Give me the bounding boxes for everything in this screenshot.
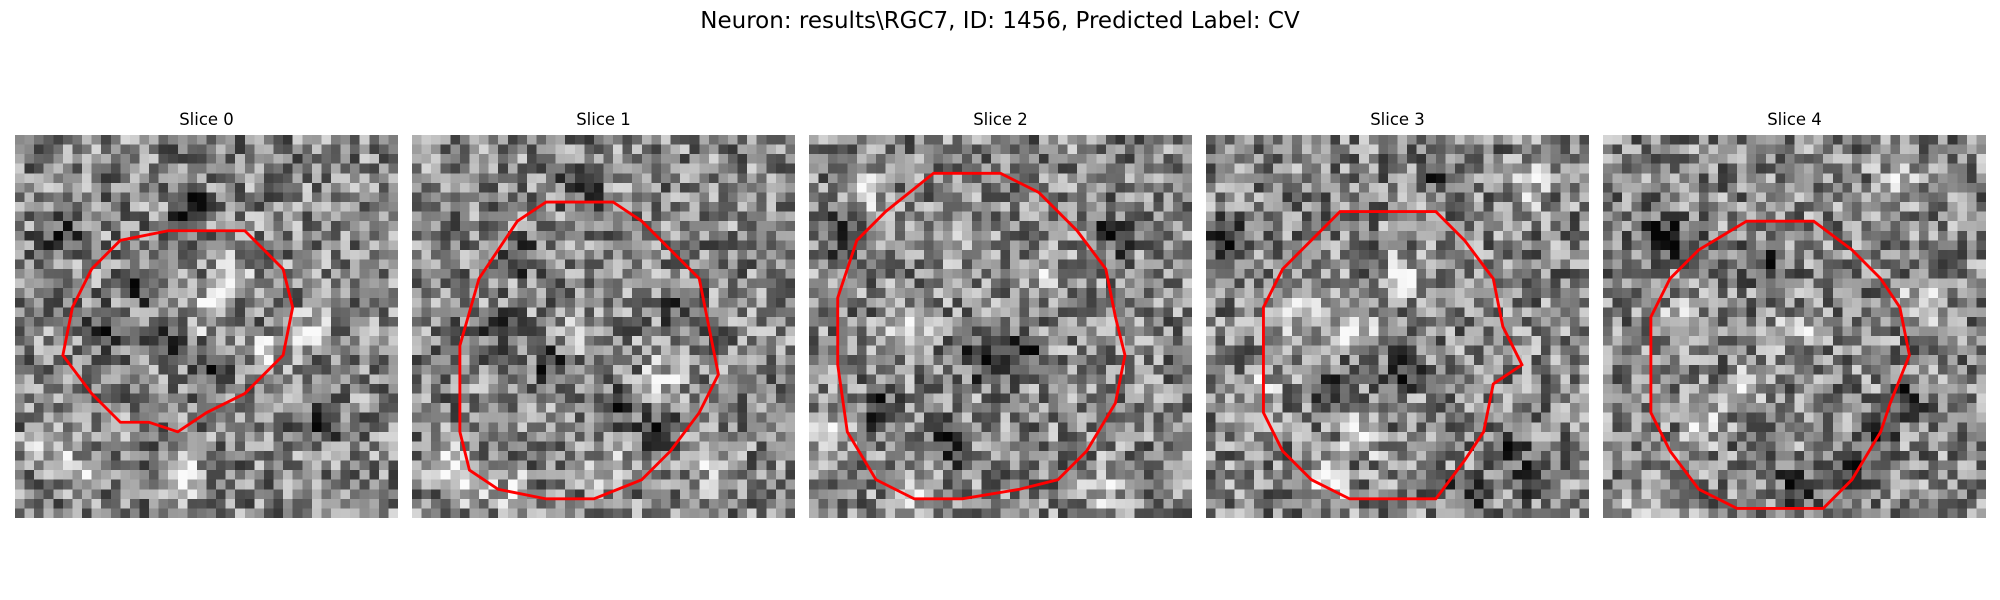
slice-2-image xyxy=(809,135,1192,518)
roi-contour xyxy=(1262,210,1524,501)
pixel-grid xyxy=(1206,135,1589,518)
roi-contour xyxy=(836,171,1127,501)
pixel-grid xyxy=(15,135,398,518)
slice-3-image xyxy=(1206,135,1589,518)
pixel-grid xyxy=(1603,135,1986,518)
slice-0-title: Slice 0 xyxy=(179,110,234,129)
slice-4-title: Slice 4 xyxy=(1767,110,1822,129)
slice-0-image xyxy=(15,135,398,518)
slice-1-image xyxy=(412,135,795,518)
roi-contour xyxy=(458,200,720,501)
slice-4-image xyxy=(1603,135,1986,518)
slice-1-title: Slice 1 xyxy=(576,110,631,129)
roi-contour xyxy=(1649,219,1911,510)
figure-title: Neuron: results\RGC7, ID: 1456, Predicte… xyxy=(700,8,1300,34)
pixel-grid xyxy=(809,135,1192,518)
roi-contour xyxy=(61,229,295,434)
pixel-grid xyxy=(412,135,795,518)
slice-2-title: Slice 2 xyxy=(973,110,1028,129)
slice-3-title: Slice 3 xyxy=(1370,110,1425,129)
